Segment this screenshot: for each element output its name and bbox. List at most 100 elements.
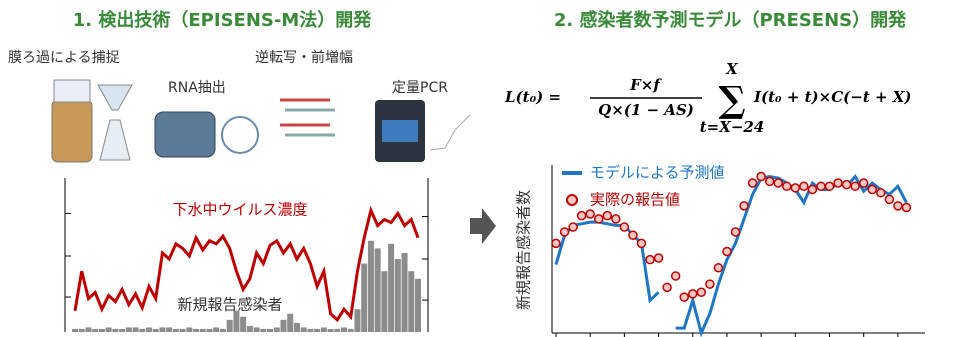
bar bbox=[280, 320, 286, 332]
point bbox=[885, 195, 893, 203]
bar bbox=[274, 327, 280, 332]
bar bbox=[301, 327, 307, 332]
point bbox=[894, 202, 902, 210]
series-label: 新規報告感染者 bbox=[177, 296, 282, 314]
point bbox=[868, 186, 876, 194]
bar bbox=[307, 329, 313, 332]
bar bbox=[99, 329, 105, 332]
point bbox=[774, 179, 782, 187]
point bbox=[877, 189, 885, 197]
point bbox=[826, 182, 834, 190]
bar bbox=[395, 259, 401, 332]
point bbox=[757, 173, 765, 181]
point bbox=[808, 186, 816, 194]
point bbox=[569, 223, 577, 231]
point bbox=[663, 283, 671, 291]
bar bbox=[213, 327, 219, 332]
bar bbox=[375, 248, 381, 332]
point bbox=[800, 182, 808, 190]
point bbox=[902, 203, 910, 211]
bar bbox=[388, 244, 394, 332]
point bbox=[646, 256, 654, 264]
point bbox=[723, 248, 731, 256]
bar bbox=[153, 329, 159, 332]
bar bbox=[368, 241, 374, 332]
sum-upper: X bbox=[725, 60, 739, 78]
point bbox=[595, 215, 603, 223]
bar bbox=[139, 329, 145, 332]
bar bbox=[79, 329, 85, 332]
bar bbox=[112, 329, 118, 332]
panel-title: 2. 感染者数予測モデル（PRESENS）開発 bbox=[554, 9, 907, 31]
bar bbox=[200, 329, 206, 332]
bar bbox=[133, 327, 139, 332]
point bbox=[834, 179, 842, 187]
point bbox=[860, 179, 868, 187]
sum-sign: ∑ bbox=[718, 79, 745, 121]
bar bbox=[173, 329, 179, 332]
point bbox=[843, 181, 851, 189]
bar bbox=[334, 329, 340, 332]
point bbox=[689, 290, 697, 298]
point bbox=[740, 202, 748, 210]
panel-title: 1. 検出技術（EPISENS-M法）開発 bbox=[73, 9, 372, 31]
point bbox=[603, 212, 611, 220]
point bbox=[783, 182, 791, 190]
point bbox=[586, 210, 594, 218]
bar bbox=[166, 327, 172, 332]
bar bbox=[254, 327, 260, 332]
bar bbox=[354, 309, 360, 332]
point bbox=[629, 231, 637, 239]
point bbox=[732, 228, 740, 236]
y-axis-label: 新規報告感染者数 bbox=[515, 190, 533, 310]
formula: L(t₀) = F×f Q×(1 − AS) ∑ X t=X−24 I(t₀ +… bbox=[504, 60, 912, 136]
point bbox=[714, 264, 722, 272]
point bbox=[749, 179, 757, 187]
step-label: 膜ろ過による捕捉 bbox=[8, 50, 120, 66]
bar bbox=[220, 329, 226, 332]
bar bbox=[240, 317, 246, 332]
sum-lower: t=X−24 bbox=[700, 118, 765, 136]
bar bbox=[233, 311, 239, 332]
point bbox=[672, 272, 680, 280]
point bbox=[655, 254, 663, 262]
step-label: 逆転写・前増幅 bbox=[255, 49, 353, 66]
point bbox=[766, 177, 774, 185]
bar bbox=[72, 329, 78, 332]
bar bbox=[314, 329, 320, 332]
bar bbox=[247, 326, 253, 332]
bar bbox=[85, 327, 91, 332]
step-label: RNA抽出 bbox=[168, 80, 226, 96]
bar bbox=[408, 271, 414, 332]
point bbox=[612, 215, 620, 223]
point bbox=[680, 293, 688, 301]
legend-label: 実際の報告値 bbox=[590, 191, 680, 209]
page: 1. 検出技術（EPISENS-M法）開発 2. 感染者数予測モデル（PRESE… bbox=[0, 0, 961, 337]
point bbox=[637, 239, 645, 247]
bar bbox=[294, 323, 300, 332]
bar bbox=[402, 253, 408, 332]
bar bbox=[415, 279, 421, 332]
bar bbox=[348, 329, 354, 332]
bar bbox=[92, 329, 98, 332]
bar bbox=[207, 329, 213, 332]
bar bbox=[106, 327, 112, 332]
bar bbox=[126, 327, 132, 332]
bar bbox=[321, 327, 327, 332]
point bbox=[791, 184, 799, 192]
point bbox=[697, 288, 705, 296]
illustrations bbox=[52, 80, 496, 244]
bar bbox=[267, 329, 273, 332]
formula-denominator: Q×(1 − AS) bbox=[598, 101, 694, 119]
point bbox=[561, 228, 569, 236]
step-label: 定量PCR bbox=[392, 80, 448, 96]
bar bbox=[341, 327, 347, 332]
point bbox=[706, 280, 714, 288]
bar bbox=[227, 320, 233, 332]
bar bbox=[381, 271, 387, 332]
point bbox=[578, 212, 586, 220]
point bbox=[817, 182, 825, 190]
formula-lhs: L(t₀) = bbox=[504, 88, 561, 106]
bar bbox=[146, 327, 152, 332]
bar bbox=[328, 329, 334, 332]
